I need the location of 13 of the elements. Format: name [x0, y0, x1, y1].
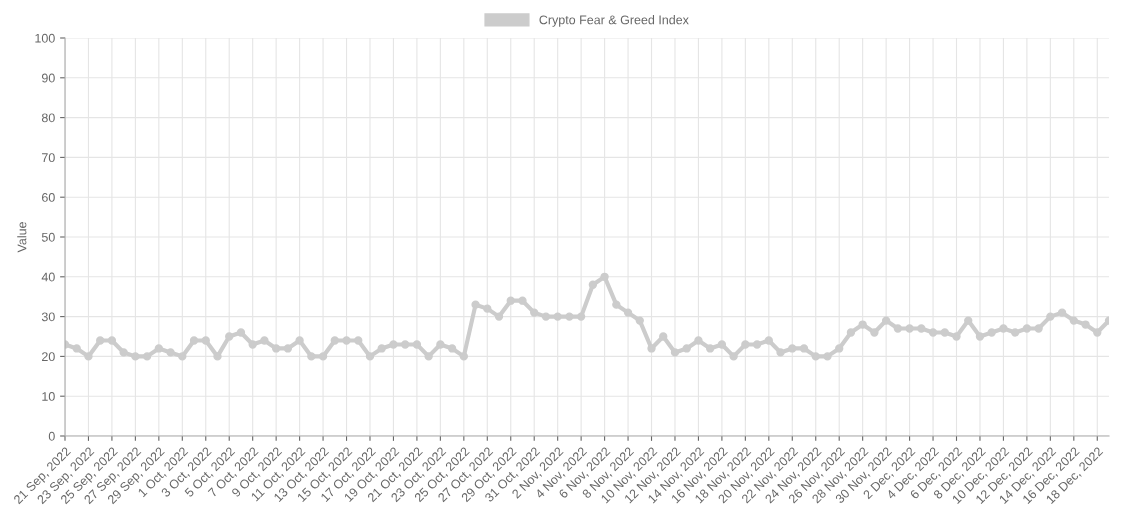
y-tick-label: 20	[42, 352, 55, 362]
y-tick-label: 30	[41, 312, 55, 322]
y-tick-label: 70	[42, 153, 55, 163]
y-tick-label: 10	[42, 392, 55, 401]
y-tick-label: 0	[48, 431, 55, 441]
y-axis-title: Value	[17, 222, 27, 253]
legend-label: Crypto Fear & Greed Index	[539, 15, 689, 27]
y-tick-label: 40	[41, 272, 55, 282]
y-tick-label: 60	[42, 193, 55, 202]
y-tick-label: 50	[41, 232, 55, 242]
y-tick-label: 100	[35, 33, 55, 43]
y-tick-label: 90	[41, 73, 55, 83]
y-tick-label: 80	[41, 113, 55, 123]
